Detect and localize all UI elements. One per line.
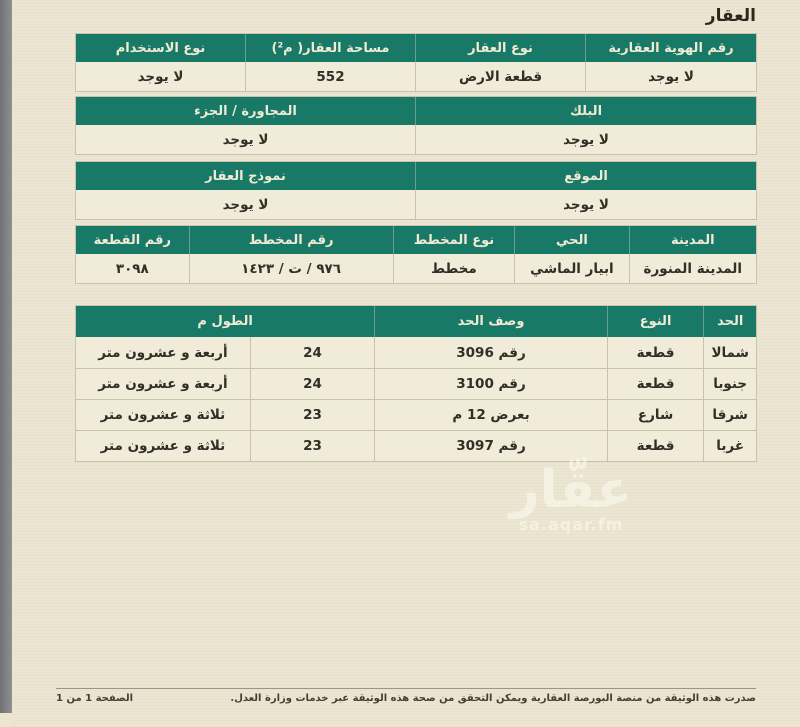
property-value-row: لا يوجد قطعة الارض 552 لا يوجد — [76, 62, 756, 91]
header-boundary-desc: وصف الحد — [375, 306, 608, 337]
value-plan-type: مخطط — [394, 254, 516, 283]
header-location: الموقع — [416, 162, 756, 190]
page-title: العقار — [705, 6, 756, 26]
boundary-length-number: 23 — [250, 430, 376, 461]
value-plan-number: ٩٧٦ / ت / ١٤٢٣ — [190, 254, 394, 283]
boundary-length-number: 24 — [250, 368, 376, 399]
value-city: المدينة المنورة — [643, 260, 743, 277]
footer-issuance-note: صدرت هذه الوثيقة من منصة البورصة العقاري… — [230, 693, 756, 704]
aqar-url-text: sa.aqar.fm — [518, 515, 624, 535]
header-plan-number: رقم المخطط — [189, 226, 394, 254]
aqar-watermark: عقّار sa.aqar.fm — [500, 460, 642, 535]
header-city: المدينة — [629, 226, 756, 254]
boundaries-header-row: الحد النوع وصف الحد الطول م — [76, 306, 756, 337]
boundary-side: شرقا — [704, 399, 756, 430]
header-boundary: الحد — [704, 306, 756, 337]
block-header-row: البلك المجاورة / الجزء — [76, 97, 756, 125]
header-length-m: الطول م — [76, 306, 376, 337]
boundary-desc: رقم 3097 — [375, 430, 608, 461]
value-plot-number: ٣٠٩٨ — [76, 254, 190, 283]
plan-value-row: المدينة المنورة ابيار الماشي مخطط ٩٧٦ / … — [76, 254, 756, 283]
boundary-desc: بعرض 12 م — [375, 399, 608, 430]
header-plot-number: رقم القطعة — [76, 226, 190, 254]
boundary-length-text: ثلاثة و عشرون متر — [76, 399, 251, 430]
value-usage-type: لا يوجد — [76, 62, 246, 91]
boundary-length-text: أربعة و عشرون متر — [76, 368, 251, 399]
value-block: لا يوجد — [563, 131, 609, 148]
boundaries-table: الحد النوع وصف الحد الطول م شمالا قطعة ر… — [75, 305, 757, 462]
boundary-row-west: غربا قطعة رقم 3097 23 ثلاثة و عشرون متر — [76, 430, 756, 461]
boundary-row-north: شمالا قطعة رقم 3096 24 أربعة و عشرون متر — [76, 337, 756, 368]
value-property-model: لا يوجد — [76, 190, 416, 219]
footer-page-number: الصفحة 1 من 1 — [56, 693, 134, 704]
block-table: البلك المجاورة / الجزء لا يوجد لا يوجد — [75, 96, 757, 155]
boundary-type: شارع — [607, 399, 705, 430]
viewer-left-edge — [0, 0, 12, 713]
block-value-row: لا يوجد لا يوجد — [76, 125, 756, 154]
header-block: البلك — [416, 97, 756, 125]
boundary-row-east: شرقا شارع بعرض 12 م 23 ثلاثة و عشرون متر — [76, 399, 756, 430]
value-realestate-id: لا يوجد — [648, 68, 694, 85]
property-header-row: رقم الهوية العقارية نوع العقار مساحة الع… — [76, 34, 756, 62]
deed-document: العقار رقم الهوية العقارية نوع العقار مس… — [12, 0, 800, 727]
boundary-type: قطعة — [608, 337, 705, 368]
boundary-desc: رقم 3100 — [375, 368, 608, 399]
property-table: رقم الهوية العقارية نوع العقار مساحة الع… — [75, 33, 757, 92]
boundary-side: غربا — [704, 430, 756, 461]
header-neighbor-part: المجاورة / الجزء — [76, 97, 416, 125]
value-neighbor-part: لا يوجد — [76, 125, 416, 154]
boundary-length-number: 23 — [250, 399, 376, 430]
value-property-type: قطعة الارض — [416, 62, 586, 91]
boundary-length-text: ثلاثة و عشرون متر — [76, 430, 251, 461]
page-footer: صدرت هذه الوثيقة من منصة البورصة العقاري… — [56, 688, 756, 704]
boundary-length-text: أربعة و عشرون متر — [76, 337, 251, 368]
header-realestate-id: رقم الهوية العقارية — [586, 34, 756, 62]
value-district: ابيار الماشي — [515, 254, 630, 283]
boundary-type: قطعة — [607, 430, 705, 461]
tables-container: رقم الهوية العقارية نوع العقار مساحة الع… — [75, 33, 757, 462]
header-plan-type: نوع المخطط — [393, 226, 516, 254]
value-location: لا يوجد — [563, 196, 609, 213]
boundary-side: جنوبا — [704, 368, 756, 399]
boundary-length-number: 24 — [251, 337, 376, 368]
boundary-row-south: جنوبا قطعة رقم 3100 24 أربعة و عشرون متر — [76, 368, 756, 399]
location-value-row: لا يوجد لا يوجد — [76, 190, 756, 219]
header-usage-type: نوع الاستخدام — [76, 34, 246, 62]
boundary-desc: رقم 3096 — [375, 337, 608, 368]
boundary-side: شمالا — [711, 344, 749, 361]
aqar-logo: عقّار — [509, 460, 633, 520]
header-property-model: نموذج العقار — [76, 162, 416, 190]
boundary-type: قطعة — [607, 368, 705, 399]
header-boundary-type: النوع — [607, 306, 705, 337]
header-property-type: نوع العقار — [416, 34, 586, 62]
header-property-area: مساحة العقار( م²) — [246, 34, 416, 62]
header-district: الحي — [515, 226, 630, 254]
plan-table: المدينة الحي نوع المخطط رقم المخطط رقم ا… — [75, 225, 757, 284]
plan-header-row: المدينة الحي نوع المخطط رقم المخطط رقم ا… — [76, 226, 756, 254]
location-header-row: الموقع نموذج العقار — [76, 162, 756, 190]
location-table: الموقع نموذج العقار لا يوجد لا يوجد — [75, 161, 757, 220]
value-property-area: 552 — [246, 62, 416, 91]
